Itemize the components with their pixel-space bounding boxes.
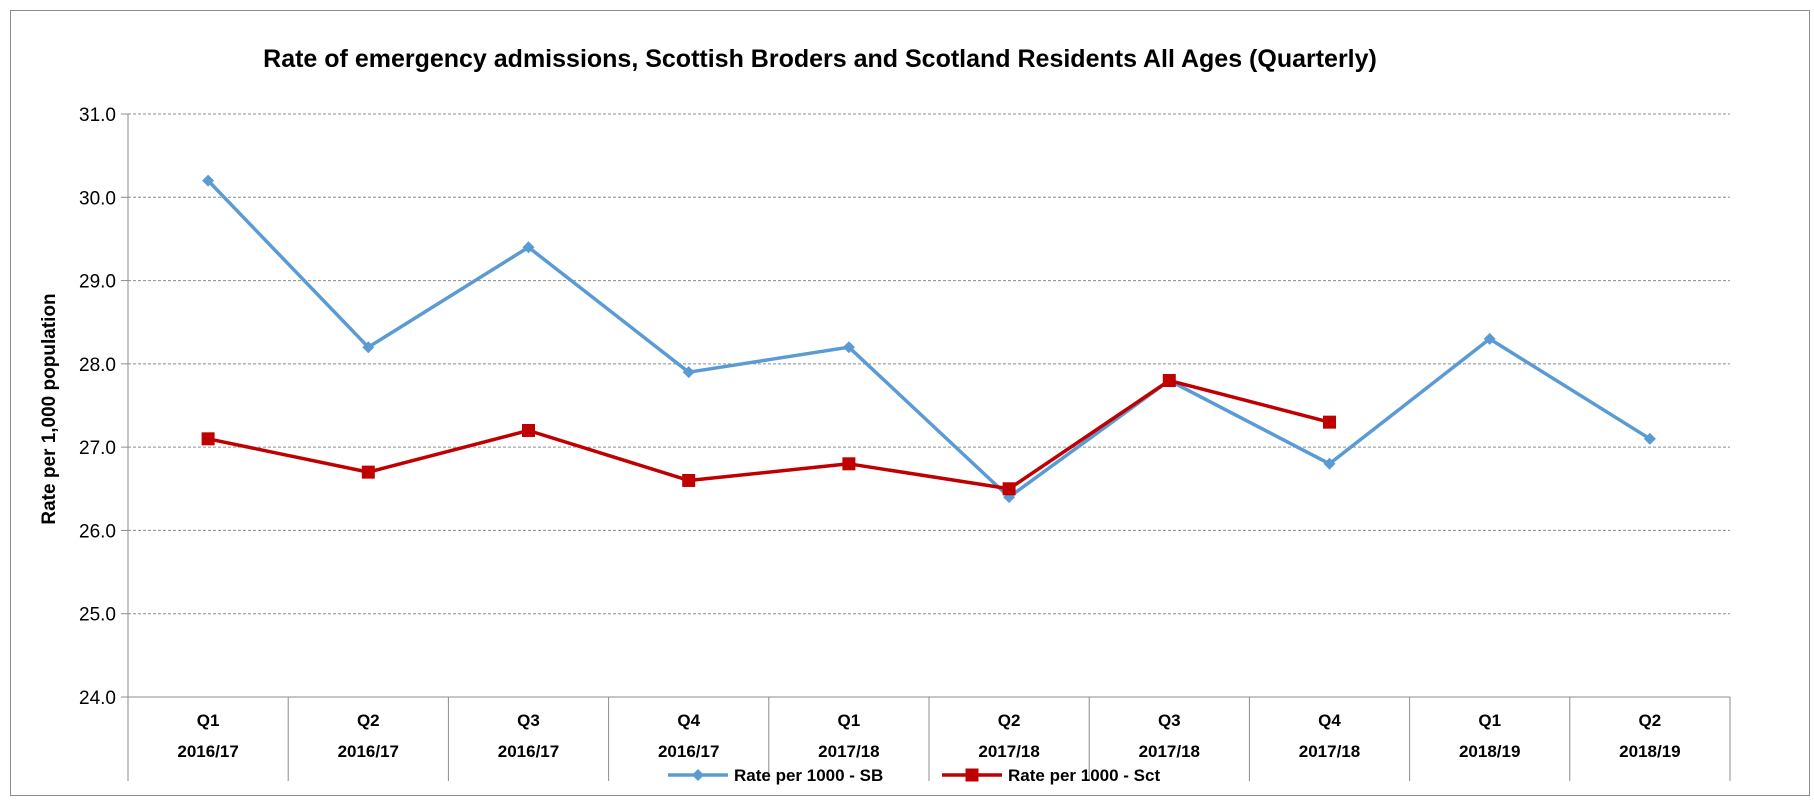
legend: Rate per 1000 - SB Rate per 1000 - Sct [668,766,1160,785]
y-tick-label: 29.0 [79,272,116,293]
x-tick-label-year: 2017/18 [1139,742,1200,761]
x-tick-label-quarter: Q4 [677,711,700,730]
series-lines [201,174,1656,504]
data-point [1483,332,1496,345]
data-point [842,341,855,354]
data-point [362,341,375,354]
legend-marker [965,768,979,782]
y-tick-label: 30.0 [79,188,116,209]
data-point [1162,374,1176,388]
legend-item: Rate per 1000 - Sct [942,766,1160,785]
y-tick-label: 28.0 [79,355,116,376]
data-point [522,241,535,254]
data-point [522,423,535,437]
data-point [1323,415,1336,429]
data-point [682,366,695,379]
y-axis-label: Rate per 1,000 population [39,293,60,524]
series-line [206,179,1651,499]
x-tick-label-quarter: Q1 [838,711,861,730]
series-line [207,378,1330,491]
series-1 [202,174,1656,504]
series-2 [201,374,1336,496]
y-tick-label: 25.0 [79,605,116,626]
y-tick-labels: 24.0 25.0 26.0 27.0 28.0 29.0 30.0 31.0 [79,105,116,709]
x-tick-label-quarter: Q3 [517,711,540,730]
data-point [202,174,215,187]
legend-item: Rate per 1000 - SB [668,766,883,785]
data-point [1002,482,1016,496]
legend-label: Rate per 1000 - SB [734,766,883,785]
x-tick-label-quarter: Q2 [1639,711,1662,730]
data-point [201,432,215,446]
x-tick-label-quarter: Q1 [197,711,220,730]
x-tick-labels: Q1 2016/17 Q2 2016/17 Q3 2016/17 Q4 2016/17 Q1 20… [177,711,1680,761]
legend-marker [692,769,704,781]
data-point [842,457,856,471]
x-tick-label-year: 2016/17 [338,742,399,761]
x-tick-label-quarter: Q2 [998,711,1021,730]
x-tick-label-quarter: Q3 [1158,711,1181,730]
y-tick-label: 27.0 [79,438,116,459]
y-tick-label: 26.0 [79,521,116,542]
data-point [1643,432,1656,445]
data-point [682,473,696,487]
axes [127,114,1731,781]
x-tick-label-year: 2016/17 [498,742,559,761]
x-tick-label-year: 2017/18 [978,742,1039,761]
y-tick-label: 31.0 [79,105,116,126]
x-tick-label-year: 2017/18 [1299,742,1360,761]
x-tick-label-quarter: Q4 [1318,711,1341,730]
x-tick-label-year: 2016/17 [177,742,238,761]
data-point [1323,457,1336,470]
y-tick-label: 24.0 [79,688,116,709]
chart-title: Rate of emergency admissions, Scottish B… [263,45,1377,73]
x-tick-label-year: 2018/19 [1619,742,1680,761]
x-tick-label-quarter: Q1 [1478,711,1501,730]
data-point [361,465,375,479]
x-tick-label-year: 2016/17 [658,742,719,761]
x-tick-label-year: 2018/19 [1459,742,1520,761]
gridlines [121,113,1730,698]
x-tick-label-year: 2017/18 [818,742,879,761]
x-tick-label-quarter: Q2 [357,711,380,730]
legend-label: Rate per 1000 - Sct [1008,766,1160,785]
